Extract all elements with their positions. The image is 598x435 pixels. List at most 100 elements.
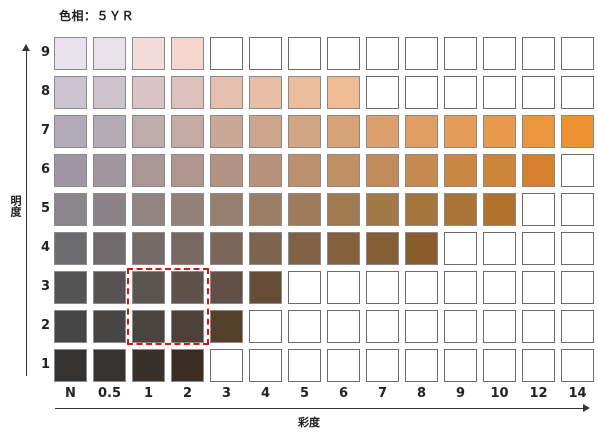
color-chip-v3-c1 bbox=[132, 271, 165, 304]
color-chip-v3-c5 bbox=[288, 271, 321, 304]
color-chip-v7-c9 bbox=[444, 115, 477, 148]
color-chip-v5-c4 bbox=[249, 193, 282, 226]
color-chip-v1-c2 bbox=[171, 349, 204, 382]
color-chip-v3-cN bbox=[54, 271, 87, 304]
chroma-label-3: 3 bbox=[221, 386, 232, 401]
color-chip-v5-cN bbox=[54, 193, 87, 226]
color-chip-v6-c6 bbox=[327, 154, 360, 187]
color-chip-v8-c7 bbox=[366, 76, 399, 109]
chroma-label-9: 9 bbox=[455, 386, 466, 401]
color-chip-v2-c0_5 bbox=[93, 310, 126, 343]
color-chip-v8-c14 bbox=[561, 76, 594, 109]
color-chip-v6-c12 bbox=[522, 154, 555, 187]
value-label-9: 9 bbox=[40, 45, 50, 60]
value-axis-line bbox=[26, 48, 27, 376]
color-chip-v3-c14 bbox=[561, 271, 594, 304]
color-chip-v6-cN bbox=[54, 154, 87, 187]
color-chip-v9-c3 bbox=[210, 37, 243, 70]
color-chip-v1-c14 bbox=[561, 349, 594, 382]
color-chip-v7-c5 bbox=[288, 115, 321, 148]
chroma-label-6: 6 bbox=[338, 386, 349, 401]
color-chip-v2-c4 bbox=[249, 310, 282, 343]
color-chip-v1-c6 bbox=[327, 349, 360, 382]
color-chip-v3-c8 bbox=[405, 271, 438, 304]
color-chip-v2-c6 bbox=[327, 310, 360, 343]
color-chip-v8-c8 bbox=[405, 76, 438, 109]
color-chip-v8-c3 bbox=[210, 76, 243, 109]
color-chip-v1-c3 bbox=[210, 349, 243, 382]
color-chip-v5-c2 bbox=[171, 193, 204, 226]
color-chip-v9-c8 bbox=[405, 37, 438, 70]
color-chip-v3-c12 bbox=[522, 271, 555, 304]
color-chip-v6-c7 bbox=[366, 154, 399, 187]
color-chip-v9-c9 bbox=[444, 37, 477, 70]
color-chip-v5-c1 bbox=[132, 193, 165, 226]
color-chip-v1-c0_5 bbox=[93, 349, 126, 382]
color-chip-v1-c10 bbox=[483, 349, 516, 382]
color-chip-v1-cN bbox=[54, 349, 87, 382]
color-chip-v6-c4 bbox=[249, 154, 282, 187]
color-chip-v7-c7 bbox=[366, 115, 399, 148]
color-chip-v2-c2 bbox=[171, 310, 204, 343]
color-chip-v8-c9 bbox=[444, 76, 477, 109]
color-chip-v4-c0_5 bbox=[93, 232, 126, 265]
color-chip-v4-c1 bbox=[132, 232, 165, 265]
color-chip-v6-c14 bbox=[561, 154, 594, 187]
color-chip-v7-c3 bbox=[210, 115, 243, 148]
value-axis-label: 明度 bbox=[9, 195, 22, 217]
color-chip-v2-c1 bbox=[132, 310, 165, 343]
color-chip-v8-c0_5 bbox=[93, 76, 126, 109]
chroma-label-1: 1 bbox=[143, 386, 154, 401]
color-chip-v4-c2 bbox=[171, 232, 204, 265]
color-chip-v6-c3 bbox=[210, 154, 243, 187]
color-chip-v8-c4 bbox=[249, 76, 282, 109]
color-chip-v7-c4 bbox=[249, 115, 282, 148]
chroma-label-2: 2 bbox=[182, 386, 193, 401]
color-chip-v5-c10 bbox=[483, 193, 516, 226]
color-chip-v9-c1 bbox=[132, 37, 165, 70]
color-chip-v9-c10 bbox=[483, 37, 516, 70]
chroma-axis-line bbox=[55, 408, 585, 409]
color-chip-v9-c12 bbox=[522, 37, 555, 70]
color-chip-v7-c6 bbox=[327, 115, 360, 148]
color-chip-v7-c12 bbox=[522, 115, 555, 148]
color-chip-v2-c10 bbox=[483, 310, 516, 343]
color-chip-v6-c9 bbox=[444, 154, 477, 187]
color-chip-v3-c4 bbox=[249, 271, 282, 304]
color-chip-v5-c8 bbox=[405, 193, 438, 226]
chroma-label-10: 10 bbox=[490, 386, 509, 401]
hue-title: 色相：５ＹＲ bbox=[59, 9, 135, 23]
color-chip-v2-c7 bbox=[366, 310, 399, 343]
color-chip-v1-c4 bbox=[249, 349, 282, 382]
color-chip-v8-cN bbox=[54, 76, 87, 109]
color-chip-v2-c8 bbox=[405, 310, 438, 343]
color-chip-v1-c9 bbox=[444, 349, 477, 382]
color-chip-v6-c1 bbox=[132, 154, 165, 187]
color-chip-v3-c6 bbox=[327, 271, 360, 304]
color-chip-v9-c2 bbox=[171, 37, 204, 70]
color-chip-v7-c1 bbox=[132, 115, 165, 148]
color-chip-v4-c12 bbox=[522, 232, 555, 265]
color-chip-v3-c0_5 bbox=[93, 271, 126, 304]
highlight-box bbox=[127, 268, 209, 345]
color-chip-v5-c9 bbox=[444, 193, 477, 226]
color-chip-v5-c14 bbox=[561, 193, 594, 226]
chroma-label-5: 5 bbox=[299, 386, 310, 401]
color-chip-v3-c3 bbox=[210, 271, 243, 304]
color-chip-v3-c7 bbox=[366, 271, 399, 304]
color-chip-v4-cN bbox=[54, 232, 87, 265]
color-chip-v9-cN bbox=[54, 37, 87, 70]
color-chip-v9-c6 bbox=[327, 37, 360, 70]
color-chip-v8-c12 bbox=[522, 76, 555, 109]
color-chip-v4-c8 bbox=[405, 232, 438, 265]
color-chip-v5-c5 bbox=[288, 193, 321, 226]
color-chip-v6-c0_5 bbox=[93, 154, 126, 187]
color-chip-v1-c1 bbox=[132, 349, 165, 382]
color-chip-v7-c8 bbox=[405, 115, 438, 148]
chroma-label-7: 7 bbox=[377, 386, 388, 401]
value-label-7: 7 bbox=[40, 123, 50, 138]
color-chip-v4-c9 bbox=[444, 232, 477, 265]
color-chip-v9-c0_5 bbox=[93, 37, 126, 70]
value-label-1: 1 bbox=[40, 357, 50, 372]
